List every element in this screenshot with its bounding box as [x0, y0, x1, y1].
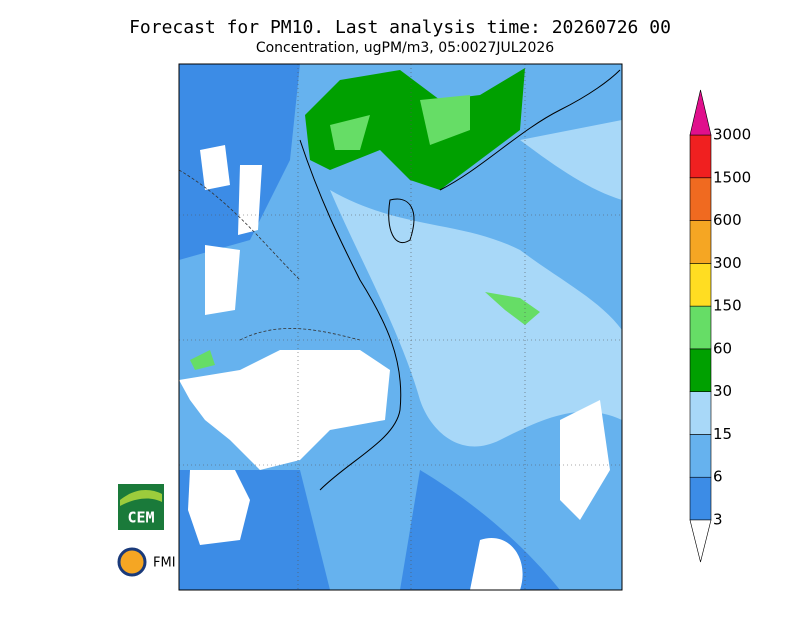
- colorbar-segment: [689, 220, 712, 264]
- colorbar-segment: [689, 476, 712, 521]
- colorbar-label: 6: [713, 468, 723, 486]
- cem-logo: CEM: [118, 484, 164, 530]
- colorbar-label: 30: [713, 382, 732, 400]
- subtitle: Concentration, ugPM/m3, 05:0027JUL2026: [256, 40, 554, 56]
- colorbar-label: 60: [713, 339, 732, 357]
- colorbar-segment: [689, 434, 712, 478]
- colorbar-over: [689, 89, 712, 136]
- map: [178, 63, 623, 591]
- colorbar-label: 3000: [713, 126, 751, 144]
- title: Forecast for PM10. Last analysis time: 2…: [129, 17, 671, 38]
- fmi-logo: FMI: [117, 547, 176, 577]
- colorbar-label: 300: [713, 254, 742, 272]
- colorbar-segment: [689, 263, 712, 307]
- colorbar-segment: [689, 134, 712, 179]
- colorbar-segment: [689, 391, 712, 435]
- colorbar-label: 600: [713, 211, 742, 229]
- colorbar-segment: [689, 177, 712, 221]
- colorbar-label: 150: [713, 297, 742, 315]
- colorbar-segment: [689, 348, 712, 392]
- colorbar-label: 15: [713, 425, 732, 443]
- logo-text: FMI: [153, 556, 176, 571]
- colorbar-label: 1500: [713, 168, 751, 186]
- colorbar: 3 6 15 30 60 150 300 600 1500 3000: [689, 89, 751, 563]
- colorbar-label: 3: [713, 511, 723, 529]
- logo-text: CEM: [127, 509, 154, 527]
- colorbar-under: [689, 519, 712, 563]
- colorbar-segment: [689, 305, 712, 350]
